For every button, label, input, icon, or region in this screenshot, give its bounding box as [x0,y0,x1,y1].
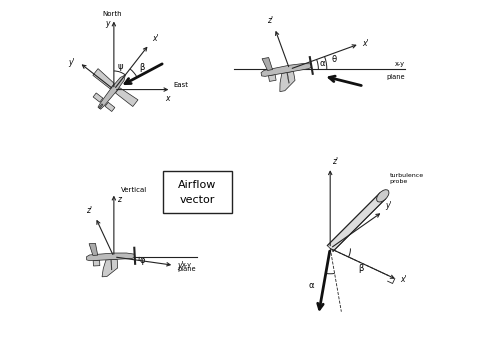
Text: East: East [173,82,188,88]
Polygon shape [116,88,138,106]
Text: y': y' [177,261,183,270]
Text: ψ: ψ [118,62,123,71]
Polygon shape [86,253,135,261]
FancyBboxPatch shape [163,171,232,213]
Text: y': y' [386,201,392,210]
Text: North: North [102,11,122,17]
Text: vector: vector [180,195,215,206]
Polygon shape [280,71,295,92]
Text: x-y: x-y [395,61,405,67]
Text: x-y: x-y [182,262,191,268]
Text: α: α [309,281,314,290]
Text: β: β [358,264,363,273]
Polygon shape [327,193,386,251]
Text: z': z' [86,207,92,215]
Polygon shape [99,104,103,108]
Text: plane: plane [177,266,196,272]
Text: β: β [139,63,144,72]
Text: x': x' [152,34,159,43]
Text: y: y [105,19,110,28]
Text: x': x' [400,275,407,284]
Polygon shape [93,260,100,266]
Text: z: z [117,195,121,204]
Polygon shape [111,260,112,270]
Text: Vertical: Vertical [121,187,147,193]
Text: x': x' [362,39,369,48]
Polygon shape [93,69,114,89]
Text: φ: φ [140,257,145,265]
Polygon shape [89,243,98,256]
Text: z': z' [332,156,338,166]
Polygon shape [102,259,118,277]
Text: z': z' [267,16,273,25]
Text: turbulence
probe: turbulence probe [389,173,424,184]
Text: α: α [320,59,325,68]
Polygon shape [261,64,311,76]
Polygon shape [93,93,103,102]
Text: plane: plane [386,74,405,80]
Polygon shape [262,57,272,70]
Text: θ: θ [332,55,337,64]
Polygon shape [105,102,115,112]
Polygon shape [98,75,125,109]
Ellipse shape [377,190,389,202]
Text: y': y' [68,58,75,67]
Text: Airflow: Airflow [178,180,217,190]
Polygon shape [287,72,289,83]
Text: x: x [166,94,170,103]
Polygon shape [268,75,276,81]
